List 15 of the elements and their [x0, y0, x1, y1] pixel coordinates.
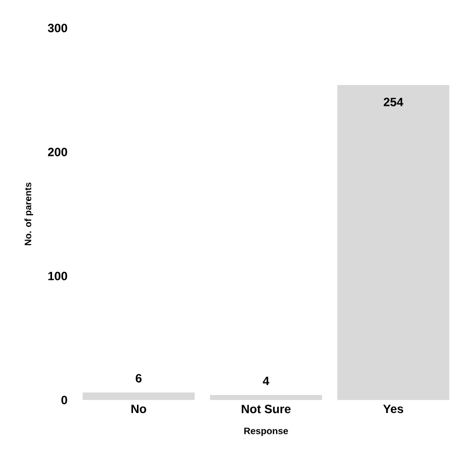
bar [82, 392, 195, 400]
y-tick-label: 300 [48, 24, 68, 32]
x-tick-label: Not Sure [242, 404, 291, 414]
x-axis-title: Response [244, 428, 288, 436]
y-tick-label: 0 [61, 396, 68, 404]
y-axis-title: No. of parents [24, 182, 34, 246]
data-label: 254 [384, 98, 404, 106]
data-label: 4 [262, 376, 270, 385]
bar [210, 395, 322, 400]
x-tick-label: No [131, 404, 146, 414]
data-label: 6 [136, 374, 142, 383]
bar [337, 85, 450, 400]
y-tick-label: 200 [48, 148, 68, 156]
y-tick-label: 100 [48, 272, 68, 280]
x-tick-label: Yes [383, 404, 404, 414]
